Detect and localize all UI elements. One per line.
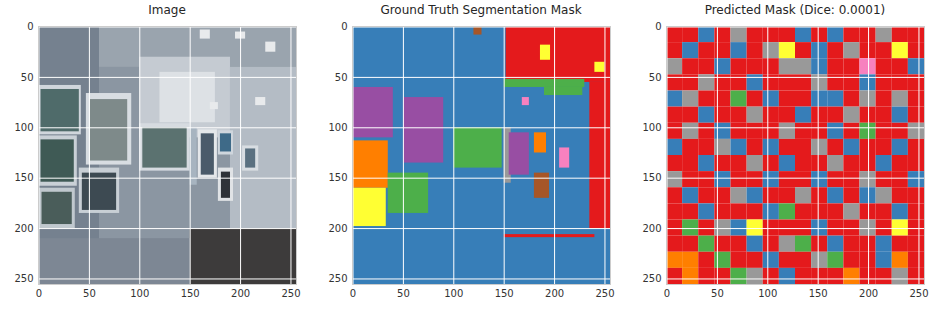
svg-text:150: 150 — [181, 288, 200, 299]
svg-text:50: 50 — [21, 72, 34, 83]
svg-text:200: 200 — [14, 223, 33, 234]
svg-text:50: 50 — [83, 288, 96, 299]
svg-text:50: 50 — [335, 72, 348, 83]
svg-text:0: 0 — [27, 21, 33, 32]
svg-text:50: 50 — [649, 72, 662, 83]
svg-text:100: 100 — [14, 122, 33, 133]
svg-text:100: 100 — [328, 122, 347, 133]
svg-text:0: 0 — [655, 21, 661, 32]
svg-text:250: 250 — [14, 273, 33, 284]
svg-text:100: 100 — [642, 122, 661, 133]
svg-text:150: 150 — [495, 288, 514, 299]
svg-text:100: 100 — [758, 288, 777, 299]
svg-text:0: 0 — [341, 21, 347, 32]
svg-text:100: 100 — [130, 288, 149, 299]
svg-text:200: 200 — [231, 288, 250, 299]
svg-text:200: 200 — [328, 223, 347, 234]
svg-text:250: 250 — [909, 288, 928, 299]
svg-text:250: 250 — [595, 288, 614, 299]
svg-text:200: 200 — [545, 288, 564, 299]
svg-text:250: 250 — [642, 273, 661, 284]
svg-text:50: 50 — [711, 288, 724, 299]
svg-text:250: 250 — [281, 288, 300, 299]
html-text:Ground Truth Segmentation Mask: Ground Truth Segmentation Mask — [380, 3, 582, 17]
svg-text:150: 150 — [328, 172, 347, 183]
svg-text:200: 200 — [859, 288, 878, 299]
svg-text:250: 250 — [328, 273, 347, 284]
svg-text:0: 0 — [36, 288, 42, 299]
svg-text:0: 0 — [664, 288, 670, 299]
svg-text:200: 200 — [642, 223, 661, 234]
svg-text:50: 50 — [397, 288, 410, 299]
svg-text:0: 0 — [350, 288, 356, 299]
html-text:Predicted Mask (Dice: 0.0001): Predicted Mask (Dice: 0.0001) — [704, 3, 886, 17]
html-text:Image: Image — [148, 3, 186, 17]
svg-text:100: 100 — [444, 288, 463, 299]
svg-text:150: 150 — [809, 288, 828, 299]
svg-text:150: 150 — [642, 172, 661, 183]
svg-text:150: 150 — [14, 172, 33, 183]
